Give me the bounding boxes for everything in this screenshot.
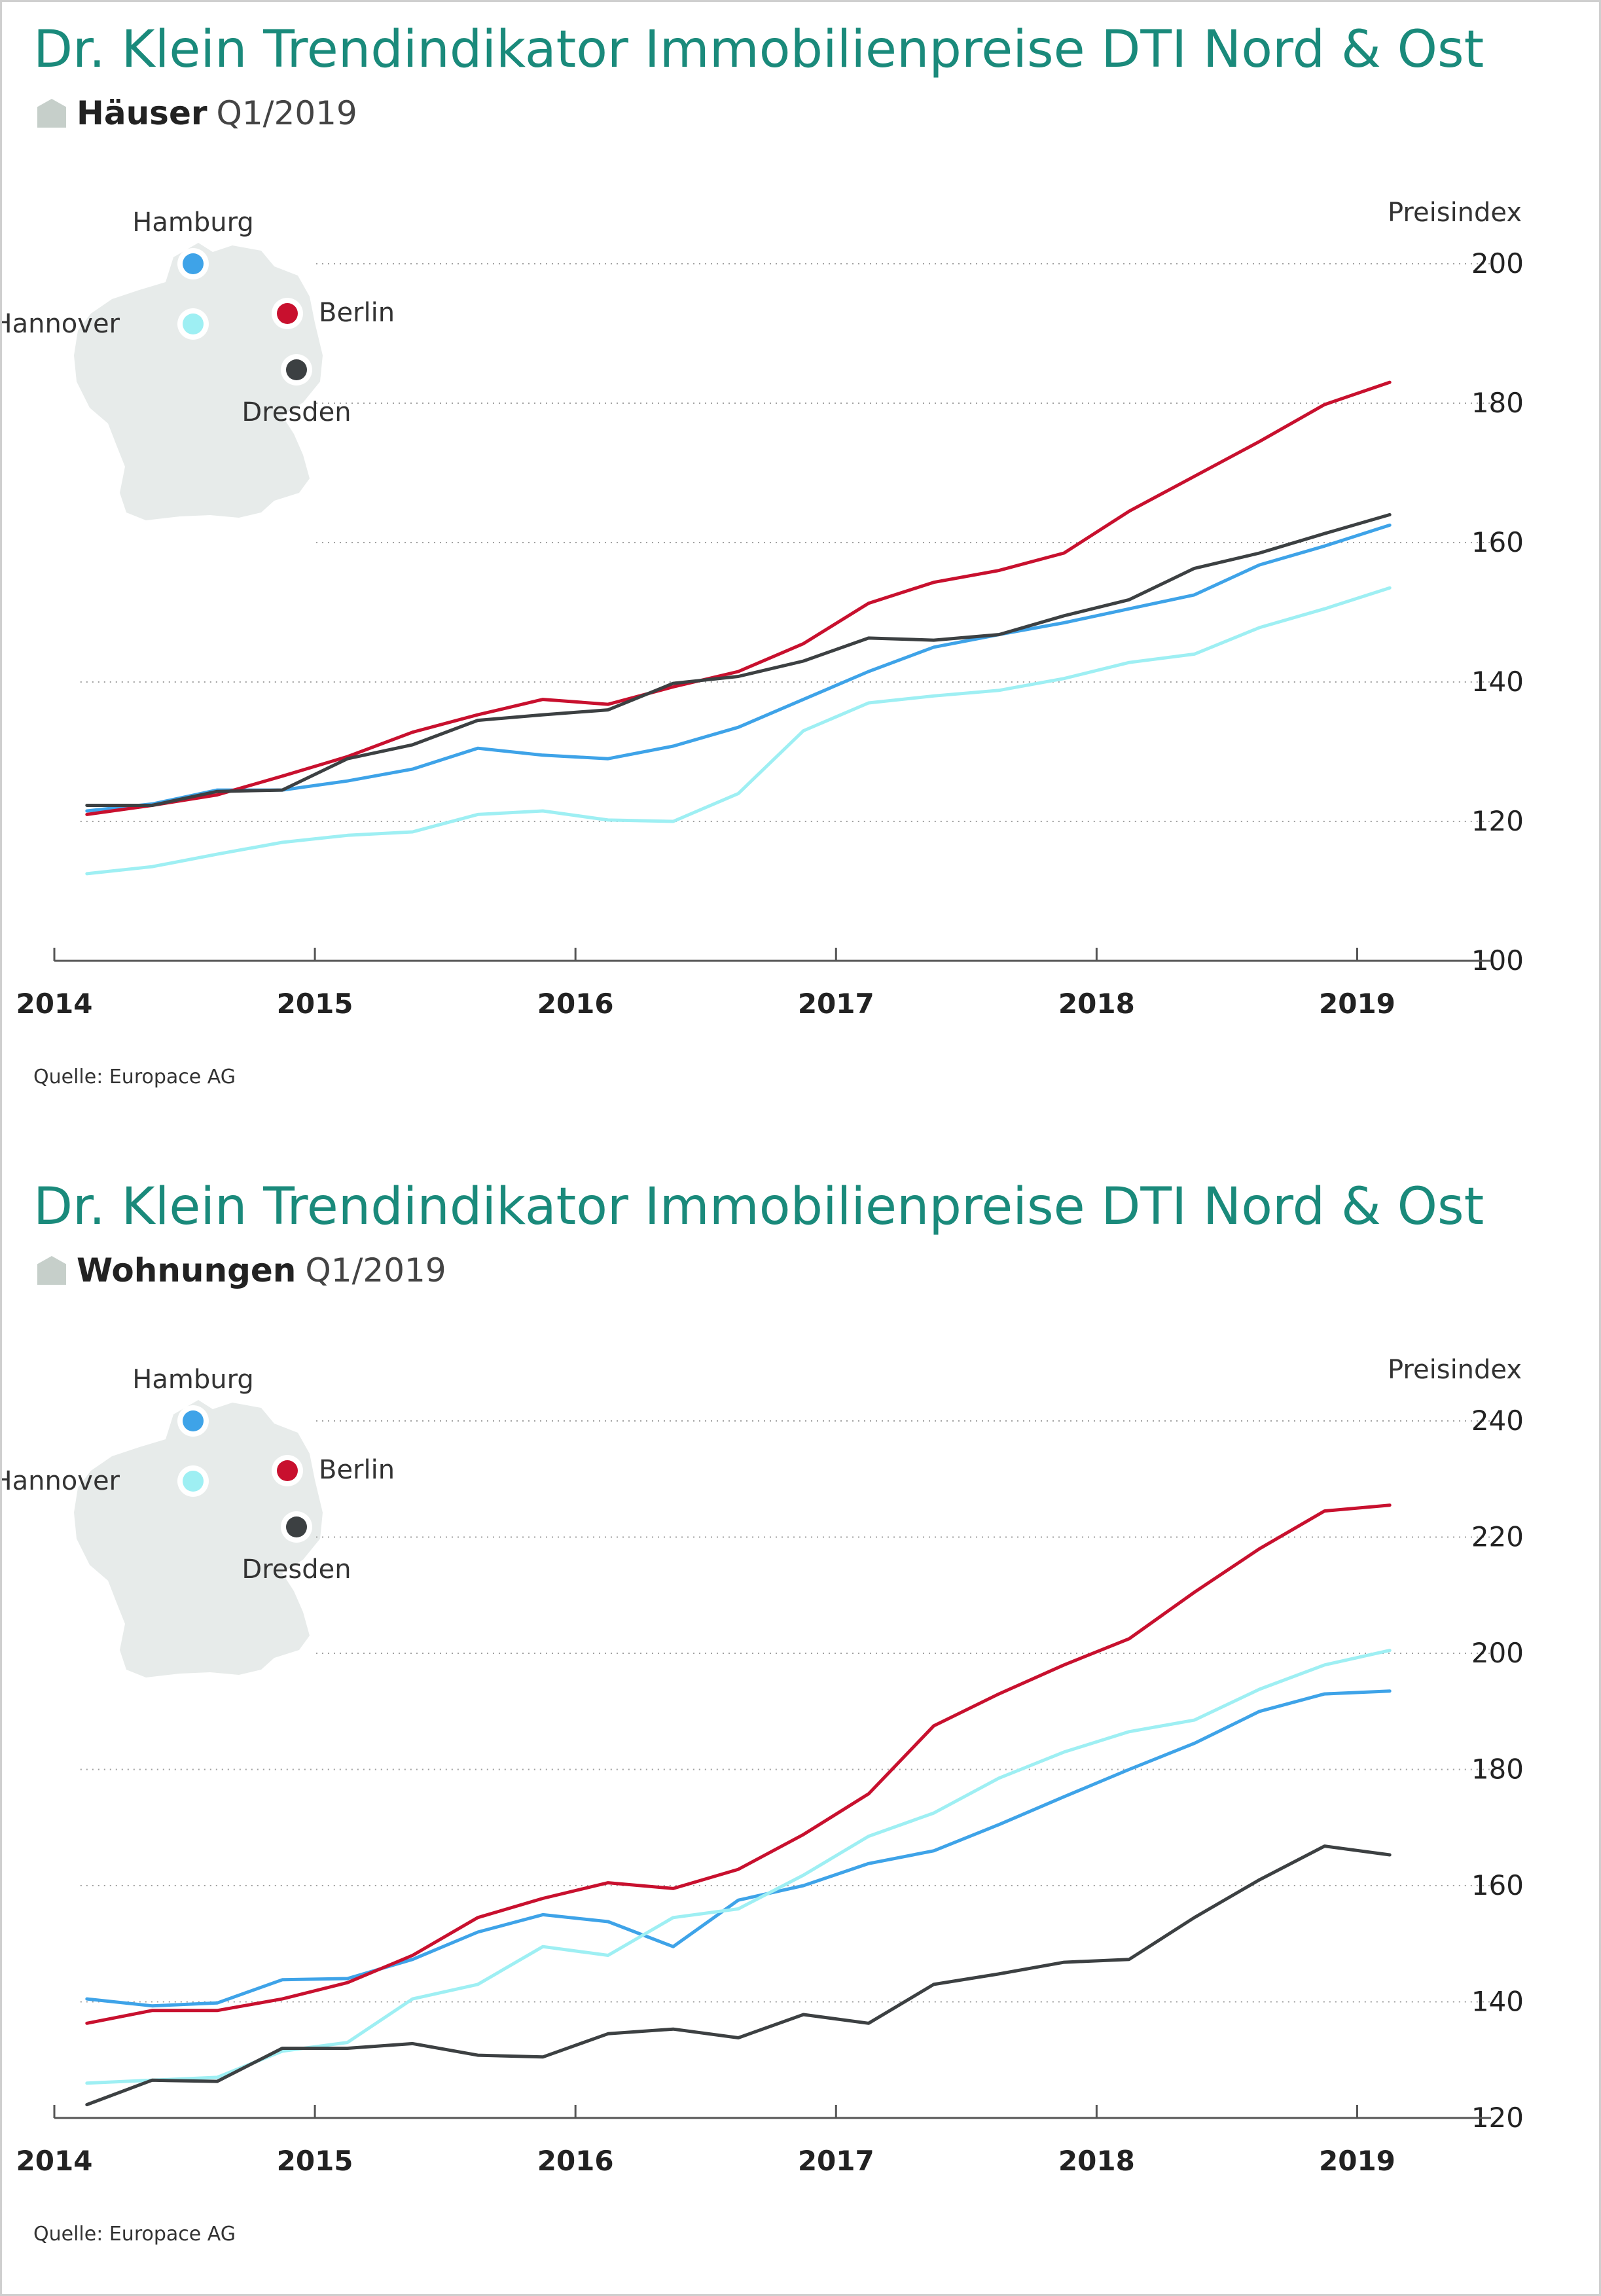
x-tick-label: 2019 bbox=[1319, 988, 1395, 1020]
legend-marker bbox=[286, 1516, 307, 1537]
chart-title: Dr. Klein Trendindikator Immobilienpreis… bbox=[33, 1177, 1484, 1236]
series-line-hannover bbox=[85, 1649, 1392, 2085]
source-note: Quelle: Europace AG bbox=[33, 1066, 236, 1088]
legend-label: Hannover bbox=[2, 1466, 120, 1496]
x-tick-label: 2014 bbox=[16, 2145, 93, 2177]
legend-item-berlin: Berlin bbox=[272, 1455, 395, 1486]
legend-item-hamburg: Hamburg bbox=[132, 1365, 254, 1437]
house-icon bbox=[37, 99, 66, 128]
x-tick-label: 2015 bbox=[277, 2145, 353, 2177]
x-tick-label: 2016 bbox=[537, 988, 614, 1020]
germany-map-icon bbox=[74, 243, 323, 520]
y-tick-label: 180 bbox=[1471, 1753, 1524, 1785]
y-tick-label: 240 bbox=[1471, 1405, 1524, 1437]
legend-marker bbox=[286, 359, 307, 380]
legend-marker bbox=[277, 303, 298, 324]
legend-label: Dresden bbox=[242, 397, 351, 427]
chart-panel-wohnungen: Dr. Klein Trendindikator Immobilienpreis… bbox=[2, 1159, 1599, 2272]
y-axis-label: Preisindex bbox=[1388, 1355, 1522, 1385]
legend-item-hannover: Hannover bbox=[2, 1465, 209, 1497]
legend-item-berlin: Berlin bbox=[272, 298, 395, 329]
chart-subtitle: Häuser Q1/2019 bbox=[37, 94, 357, 133]
y-tick-label: 120 bbox=[1471, 805, 1524, 837]
chart-subtitle: Wohnungen Q1/2019 bbox=[37, 1251, 446, 1290]
germany-map-icon bbox=[74, 1400, 323, 1677]
x-tick-label: 2016 bbox=[537, 2145, 614, 2177]
germany-map-legend: Hamburg Hannover Berlin Dresden bbox=[2, 207, 395, 520]
subtitle-category: Wohnungen bbox=[77, 1251, 297, 1289]
legend-label: Hamburg bbox=[132, 1365, 253, 1395]
series-line-berlin bbox=[85, 1503, 1392, 2025]
source-note: Quelle: Europace AG bbox=[33, 2223, 236, 2246]
legend-marker bbox=[183, 1471, 204, 1492]
y-tick-label: 160 bbox=[1471, 526, 1524, 558]
x-tick-label: 2017 bbox=[798, 2145, 874, 2177]
subtitle-period: Q1/2019 bbox=[216, 94, 357, 132]
legend-item-hannover: Hannover bbox=[2, 308, 209, 340]
chart-panel-haeuser: Dr. Klein Trendindikator Immobilienpreis… bbox=[2, 2, 1599, 1115]
series-line-dresden bbox=[85, 512, 1392, 807]
legend-marker bbox=[183, 1410, 204, 1431]
x-tick-label: 2018 bbox=[1058, 988, 1135, 1020]
series-line-hannover bbox=[85, 586, 1392, 876]
series-line-berlin bbox=[85, 380, 1392, 816]
legend-marker bbox=[183, 314, 204, 334]
y-tick-label: 220 bbox=[1471, 1521, 1524, 1553]
house-icon bbox=[37, 1256, 66, 1285]
x-tick-label: 2017 bbox=[798, 988, 874, 1020]
legend-marker bbox=[183, 253, 204, 274]
legend-label: Berlin bbox=[319, 1455, 395, 1485]
x-tick-label: 2019 bbox=[1319, 2145, 1395, 2177]
y-tick-label: 160 bbox=[1471, 1869, 1524, 1901]
legend-marker bbox=[277, 1460, 298, 1481]
series-line-dresden bbox=[85, 1844, 1392, 2107]
legend-label: Berlin bbox=[319, 298, 395, 328]
y-tick-label: 140 bbox=[1471, 666, 1524, 698]
y-tick-label: 200 bbox=[1471, 247, 1524, 279]
subtitle-period: Q1/2019 bbox=[305, 1251, 446, 1289]
germany-map-legend: Hamburg Hannover Berlin Dresden bbox=[2, 1365, 395, 1677]
y-tick-label: 180 bbox=[1471, 387, 1524, 419]
chart-title: Dr. Klein Trendindikator Immobilienpreis… bbox=[33, 20, 1484, 79]
y-tick-label: 140 bbox=[1471, 1986, 1524, 2018]
legend-item-hamburg: Hamburg bbox=[132, 207, 254, 279]
subtitle-category: Häuser bbox=[77, 94, 207, 132]
x-tick-label: 2015 bbox=[277, 988, 353, 1020]
legend-label: Hannover bbox=[2, 309, 120, 339]
x-tick-label: 2018 bbox=[1058, 2145, 1135, 2177]
legend-label: Hamburg bbox=[132, 207, 253, 238]
y-axis-label: Preisindex bbox=[1388, 198, 1522, 228]
x-tick-label: 2014 bbox=[16, 988, 93, 1020]
legend-item-dresden: Dresden bbox=[242, 1511, 351, 1585]
series-line-hamburg bbox=[85, 1689, 1392, 2008]
series-line-hamburg bbox=[85, 523, 1392, 813]
legend-item-dresden: Dresden bbox=[242, 354, 351, 427]
y-tick-label: 200 bbox=[1471, 1637, 1524, 1669]
legend-label: Dresden bbox=[242, 1554, 351, 1585]
